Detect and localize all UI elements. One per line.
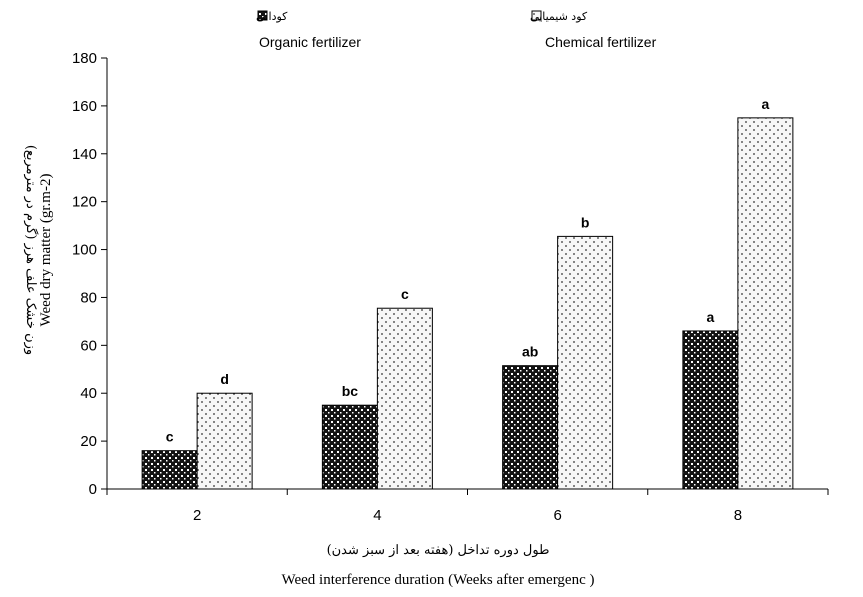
x-tick-label: 2 (193, 507, 201, 524)
x-tick-label: 8 (734, 507, 742, 524)
legend-label-organic: Organic fertilizer (259, 34, 361, 50)
y-axis-title-fa: وزن خشک علف هرز (گرم در مترمربع) (23, 145, 39, 355)
legend-label-chemical: Chemical fertilizer (545, 34, 657, 50)
legend-label-chemical-fa: کود شیمیایی (530, 10, 588, 23)
bar-significance-label: ab (522, 344, 538, 360)
x-axis-title-en: Weed interference duration (Weeks after … (282, 572, 595, 588)
y-axis-title-en-group: Weed dry matter (gr.m-2) (38, 174, 54, 327)
x-tick-label: 6 (553, 507, 561, 524)
bar-organic-2 (141, 450, 198, 490)
y-tick-label: 120 (72, 194, 97, 211)
y-tick-label: 80 (80, 289, 97, 306)
bar-chemical-6 (557, 235, 614, 490)
bar-significance-label: bc (342, 383, 359, 399)
y-tick-label: 140 (72, 146, 97, 163)
x-axis-title-fa: طول دوره تداخل (هفته بعد از سبز شدن) (327, 543, 550, 558)
bar-chemical-4 (376, 307, 433, 490)
bar-organic-6 (502, 365, 559, 490)
bar-significance-label: c (401, 286, 409, 302)
y-tick-label: 160 (72, 98, 97, 115)
y-tick-label: 180 (72, 50, 97, 67)
bar-chemical-2 (196, 392, 253, 490)
bar-significance-label: a (706, 309, 714, 325)
legend-swatch-organic (257, 10, 268, 21)
bar-significance-label: a (761, 96, 769, 112)
x-tick-label: 4 (373, 507, 381, 524)
legend: کودالی Organic fertilizer کود شیمیایی Ch… (256, 10, 657, 50)
y-axis-title: وزن خشک علف هرز (گرم در مترمربع) (23, 145, 39, 355)
bar-organic-4 (321, 404, 378, 490)
bar-significance-label: c (166, 429, 174, 445)
y-tick-label: 40 (80, 385, 97, 402)
y-tick-label: 100 (72, 242, 97, 259)
y-tick-label: 60 (80, 337, 97, 354)
legend-label-organic-fa: کودالی (256, 10, 288, 23)
y-tick-label: 20 (80, 433, 97, 450)
legend-swatch-chemical (531, 10, 542, 21)
y-axis-title-en: Weed dry matter (gr.m-2) (38, 174, 54, 327)
bar-significance-label: d (220, 371, 229, 387)
bar-significance-label: b (581, 214, 590, 230)
bars: c bc ab a d c b a (141, 96, 794, 490)
bar-chemical-8 (737, 117, 794, 490)
bar-organic-8 (682, 330, 739, 490)
y-tick-label: 0 (89, 481, 97, 498)
